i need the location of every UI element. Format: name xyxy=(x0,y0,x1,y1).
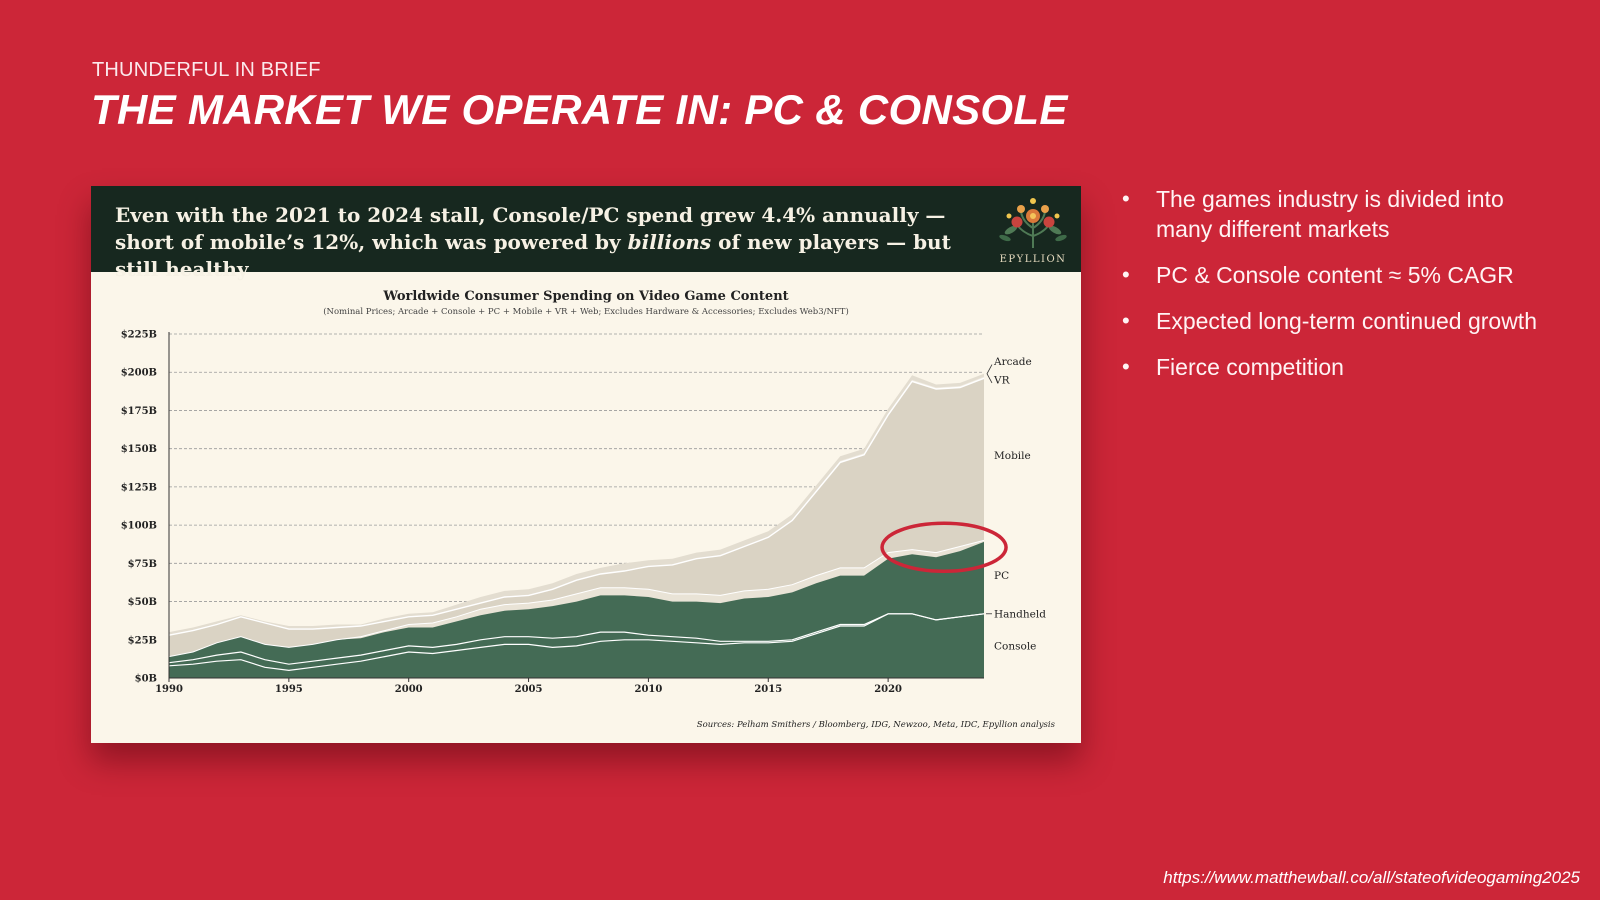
spending-chart: Worldwide Consumer Spending on Video Gam… xyxy=(121,289,1056,730)
label-arcade: Arcade xyxy=(993,356,1032,368)
x-tick-label: 2005 xyxy=(515,684,543,695)
y-tick-label: $150B xyxy=(121,444,157,455)
x-tick-label: 2020 xyxy=(874,684,902,695)
highlight-ellipse xyxy=(880,521,1008,574)
source-url: https://www.matthewball.co/all/stateofvi… xyxy=(1163,868,1580,887)
y-tick-label: $200B xyxy=(121,368,157,379)
bullet-item: Expected long-term continued growth xyxy=(1118,306,1558,336)
epyllion-logo: EPYLLION xyxy=(991,192,1075,268)
headline-part-2: of new players — but still healthy xyxy=(115,230,951,281)
floral-logo-icon xyxy=(999,198,1067,248)
label-handheld: Handheld xyxy=(994,608,1046,620)
label-leader xyxy=(986,364,993,384)
chart-title: Worldwide Consumer Spending on Video Gam… xyxy=(382,289,788,304)
label-mobile: Mobile xyxy=(994,450,1031,462)
line-handheld-top xyxy=(168,613,985,665)
chart-source: Sources: Pelham Smithers / Bloomberg, ID… xyxy=(697,720,1056,730)
y-tick-label: $50B xyxy=(128,597,157,608)
card-headline: Even with the 2021 to 2024 stall, Consol… xyxy=(115,202,975,283)
bullet-list: The games industry is divided into many … xyxy=(1118,184,1558,398)
headline-emphasis: billions xyxy=(627,230,712,254)
x-tick-label: 2015 xyxy=(754,684,782,695)
label-console: Console xyxy=(994,640,1036,652)
x-tick-label: 1990 xyxy=(155,684,183,695)
headline-part-1: Even with the 2021 to 2024 stall, Consol… xyxy=(115,203,946,254)
x-tick-label: 2000 xyxy=(395,684,423,695)
line-mobile-top xyxy=(168,377,985,636)
x-tick-label: 2010 xyxy=(634,684,662,695)
logo-wordmark: EPYLLION xyxy=(999,254,1067,265)
line-web-top xyxy=(168,539,985,658)
x-tick-label: 1995 xyxy=(275,684,303,695)
label-pc: PC xyxy=(994,570,1009,582)
bullet-item: PC & Console content ≈ 5% CAGR xyxy=(1118,260,1558,290)
y-tick-label: $125B xyxy=(121,482,157,493)
line-console-top xyxy=(168,613,985,672)
slide-title: THE MARKET WE OPERATE IN: PC & CONSOLE xyxy=(91,86,1068,133)
y-tick-label: $175B xyxy=(121,406,157,417)
chart-subtitle: (Nominal Prices; Arcade + Console + PC +… xyxy=(323,306,849,317)
y-tick-label: $0B xyxy=(135,674,157,685)
bullet-item: Fierce competition xyxy=(1118,352,1558,382)
y-tick-label: $25B xyxy=(128,635,157,646)
slide-eyebrow: THUNDERFUL IN BRIEF xyxy=(92,59,321,81)
chart-card: Even with the 2021 to 2024 stall, Consol… xyxy=(91,186,1081,743)
y-tick-label: $75B xyxy=(128,559,157,570)
bullet-item: The games industry is divided into many … xyxy=(1118,184,1558,244)
card-header: Even with the 2021 to 2024 stall, Consol… xyxy=(91,186,1081,281)
y-tick-label: $225B xyxy=(121,330,157,341)
y-tick-label: $100B xyxy=(121,521,157,532)
label-vr: VR xyxy=(993,374,1011,386)
